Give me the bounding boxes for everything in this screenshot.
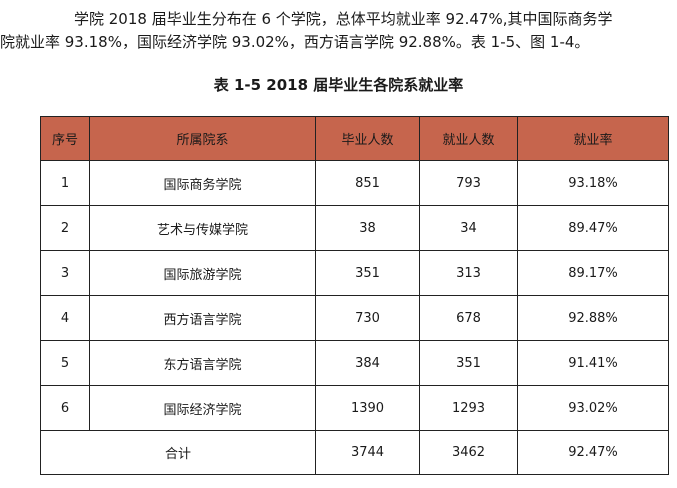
table-row: 1 国际商务学院 851 793 93.18% xyxy=(40,160,669,206)
cell-employed: 351 xyxy=(419,340,518,386)
header-seq: 序号 xyxy=(40,116,90,161)
intro-paragraph-line-1: 学院 2018 届毕业生分布在 6 个学院，总体平均就业率 92.47%,其中国… xyxy=(74,10,613,28)
intro-paragraph-line-2: 院就业率 93.18%，国际经济学院 93.02%，西方语言学院 92.88%。… xyxy=(0,33,590,51)
cell-graduates: 38 xyxy=(315,205,420,251)
employment-rate-table: 序号 所属院系 毕业人数 就业人数 就业率 1 国际商务学院 851 793 9… xyxy=(40,116,669,475)
cell-seq: 3 xyxy=(40,250,90,296)
table-header-row: 序号 所属院系 毕业人数 就业人数 就业率 xyxy=(40,116,669,161)
table-row: 4 西方语言学院 730 678 92.88% xyxy=(40,295,669,341)
cell-employed: 793 xyxy=(419,160,518,206)
cell-graduates: 730 xyxy=(315,295,420,341)
cell-employed: 313 xyxy=(419,250,518,296)
cell-employed: 1293 xyxy=(419,385,518,431)
cell-seq: 6 xyxy=(40,385,90,431)
cell-total-label: 合计 xyxy=(40,430,316,475)
cell-seq: 2 xyxy=(40,205,90,251)
table-row: 2 艺术与传媒学院 38 34 89.47% xyxy=(40,205,669,251)
table-row: 6 国际经济学院 1390 1293 93.02% xyxy=(40,385,669,431)
cell-rate: 93.02% xyxy=(517,385,669,431)
cell-graduates: 384 xyxy=(315,340,420,386)
cell-rate: 89.17% xyxy=(517,250,669,296)
cell-dept: 东方语言学院 xyxy=(89,340,316,386)
cell-dept: 艺术与传媒学院 xyxy=(89,205,316,251)
cell-dept: 西方语言学院 xyxy=(89,295,316,341)
cell-rate: 89.47% xyxy=(517,205,669,251)
cell-total-rate: 92.47% xyxy=(517,430,669,475)
table-total-row: 合计 3744 3462 92.47% xyxy=(40,430,669,475)
header-dept: 所属院系 xyxy=(89,116,316,161)
table-row: 5 东方语言学院 384 351 91.41% xyxy=(40,340,669,386)
table-row: 3 国际旅游学院 351 313 89.17% xyxy=(40,250,669,296)
table-caption: 表 1-5 2018 届毕业生各院系就业率 xyxy=(213,76,464,94)
cell-total-graduates: 3744 xyxy=(315,430,420,475)
cell-dept: 国际商务学院 xyxy=(89,160,316,206)
header-graduates: 毕业人数 xyxy=(315,116,420,161)
cell-dept: 国际旅游学院 xyxy=(89,250,316,296)
cell-graduates: 851 xyxy=(315,160,420,206)
cell-dept: 国际经济学院 xyxy=(89,385,316,431)
cell-total-employed: 3462 xyxy=(419,430,518,475)
intro-paragraph: 学院 2018 届毕业生分布在 6 个学院，总体平均就业率 92.47%,其中国… xyxy=(0,8,660,54)
cell-seq: 4 xyxy=(40,295,90,341)
cell-seq: 5 xyxy=(40,340,90,386)
cell-employed: 34 xyxy=(419,205,518,251)
cell-rate: 93.18% xyxy=(517,160,669,206)
header-employed: 就业人数 xyxy=(419,116,518,161)
cell-seq: 1 xyxy=(40,160,90,206)
cell-rate: 91.41% xyxy=(517,340,669,386)
header-rate: 就业率 xyxy=(517,116,669,161)
cell-rate: 92.88% xyxy=(517,295,669,341)
cell-graduates: 351 xyxy=(315,250,420,296)
cell-employed: 678 xyxy=(419,295,518,341)
cell-graduates: 1390 xyxy=(315,385,420,431)
